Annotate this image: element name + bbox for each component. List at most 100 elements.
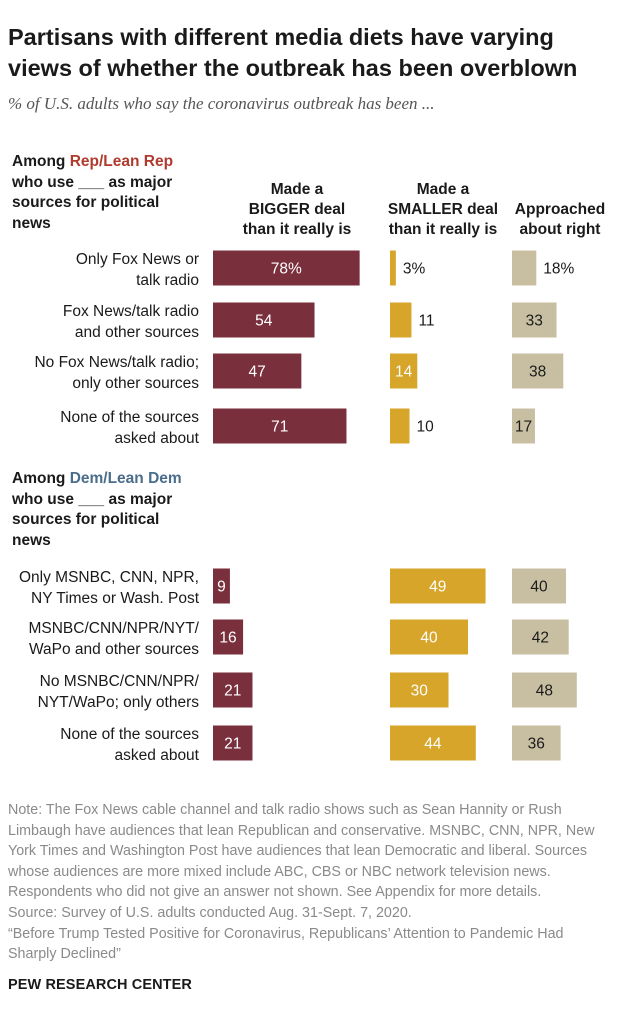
bar-smaller-g0-r3 [390,408,410,444]
row-label-g1-r0-line-2: NY Times or Wash. Post [31,590,200,607]
value-label-bigger-g0-r1: 54 [255,313,273,330]
row-label-g1-r1-line-1: MSNBC/CNN/NPR/NYT/ [28,620,199,637]
bar-right-g1-r0 [512,568,566,604]
bar-right-g0-r1 [512,302,557,338]
dem-heading-line-2: who use ___ as major [12,490,173,508]
row-label-g1-r0-line-1: Only MSNBC, CNN, NPR, [19,569,199,586]
bar-smaller-g1-r1 [390,619,468,655]
row-label-g0-r2-line-1: No Fox News/talk radio; [34,354,199,371]
rep-group-heading: Among Rep/Lean Rep who use ___ as major … [12,152,212,234]
bar-bigger-g1-r2 [213,672,253,708]
column-header-bigger-line-3: than it really is [242,221,352,238]
column-header-smaller-line-3: than it really is [388,221,498,238]
rep-heading-line-3: sources for political [12,194,160,211]
chart-title: Partisans with different media diets hav… [8,22,632,84]
notes: Note: The Fox News cable channel and tal… [8,800,632,965]
value-label-right-g1-r2: 48 [536,683,553,700]
report-title-line-1: “Before Trump Tested Positive for Corona… [8,925,564,942]
bar-bigger-g1-r1 [213,619,244,655]
bar-smaller-g1-r3 [390,725,476,761]
bar-bigger-g0-r3 [213,408,347,444]
value-label-bigger-g1-r0: 9 [217,579,226,596]
value-label-right-g0-r2: 38 [529,364,546,381]
value-label-right-g1-r3: 36 [528,736,545,753]
column-header-bigger-line-2: BIGGER deal [248,201,346,218]
dem-heading-line-4: news [12,531,51,549]
bar-right-g0-r3 [512,408,535,444]
value-label-smaller-g1-r0: 49 [429,579,446,596]
note-line-5: Respondents who did not give an answer n… [8,884,542,901]
value-label-smaller-g0-r1: 11 [418,313,434,330]
row-label-g0-r1-line-1: Fox News/talk radio [63,303,199,320]
value-label-bigger-g1-r3: 21 [224,736,241,753]
report-title-line-2: Sharply Declined” [8,946,121,963]
row-label-g0-r3-line-1: None of the sources [60,409,199,426]
source-line: Source: Survey of U.S. adults conducted … [8,904,412,921]
row-label-g0-r0-line-2: talk radio [136,272,199,289]
chart-title-line-1: Partisans with different media diets hav… [8,24,554,50]
row-label-g1-r2-line-1: No MSNBC/CNN/NPR/ [40,673,200,690]
bar-right-g0-r2 [512,353,564,389]
column-header-smaller: Made a SMALLER deal than it really is [358,180,528,240]
row-label-g1-r2-line-2: NYT/WaPo; only others [38,694,200,711]
bar-right-g0-r0 [512,250,537,286]
rep-heading-line-4: news [12,214,51,232]
row-label-g1-r3-line-1: None of the sources [60,726,199,743]
value-label-bigger-g1-r2: 21 [224,683,241,700]
dem-party-label: Dem/Lean Dem [69,470,182,487]
value-label-smaller-g1-r1: 40 [420,630,438,647]
value-label-smaller-g1-r2: 30 [411,683,429,700]
rep-party-label: Rep/Lean Rep [69,153,174,170]
column-header-bigger-line-1: Made a [270,181,324,198]
note-line-2: Limbaugh have audiences that lean Republ… [8,822,595,839]
bar-right-g1-r3 [512,725,561,761]
note-line-3: York Times and Washington Post have audi… [8,843,588,860]
row-label-g0-r0-line-1: Only Fox News or [76,251,199,268]
dem-heading-line-3: sources for political [12,511,160,528]
value-label-bigger-g1-r1: 16 [219,630,236,647]
value-label-bigger-g0-r3: 71 [271,419,288,436]
bar-bigger-g0-r0 [213,250,360,286]
row-label-g0-r2-line-2: only other sources [72,375,199,392]
bar-right-g1-r2 [512,672,577,708]
row-label-g0-r1-line-2: and other sources [75,324,199,341]
note-line-4: whose audiences are more mixed include A… [8,863,551,880]
chart-svg: Only Fox News or talk radio 78% 3% 18% Fox Ne… [19,250,577,764]
row-label-g1-r1-line-2: WaPo and other sources [29,641,199,658]
dem-group-heading: Among Dem/Lean Dem who use ___ as major … [12,469,212,551]
value-label-right-g1-r0: 40 [530,579,548,596]
value-label-smaller-g1-r3: 44 [424,736,442,753]
value-label-smaller-g0-r2: 14 [395,364,413,381]
bar-smaller-g1-r0 [390,568,486,604]
column-header-right: Approached about right [490,200,630,240]
value-label-right-g0-r1: 33 [526,313,543,330]
value-label-smaller-g0-r3: 10 [417,419,435,436]
value-label-smaller-g0-r0: 3% [403,261,426,278]
pew-logo-text: PEW RESEARCH CENTER [8,977,192,993]
column-header-bigger: Made a BIGGER deal than it really is [212,180,382,240]
column-header-smaller-line-2: SMALLER deal [387,201,499,218]
chart-title-line-2: views of whether the outbreak has been o… [8,55,578,81]
dem-among: Among [12,470,70,487]
bar-bigger-g0-r1 [213,302,315,338]
row-label-g1-r3-line-2: asked about [115,747,200,764]
column-header-right-line-1: Approached [514,201,606,218]
column-header-smaller-line-1: Made a [416,181,470,198]
value-label-bigger-g0-r0: 78% [271,261,302,278]
rep-among: Among [12,153,70,170]
bar-smaller-g0-r0 [390,250,396,286]
bar-smaller-g0-r2 [390,353,418,389]
value-label-right-g0-r0: 18% [543,261,574,278]
column-header-right-line-2: about right [519,221,601,238]
note-line-1: Note: The Fox News cable channel and tal… [8,802,562,818]
bar-smaller-g0-r1 [390,302,412,338]
value-label-bigger-g0-r2: 47 [249,364,266,381]
chart-subtitle: % of U.S. adults who say the coronavirus… [8,94,435,113]
bar-smaller-g1-r2 [390,672,449,708]
bar-bigger-g0-r2 [213,353,302,389]
bar-bigger-g1-r3 [213,725,253,761]
value-label-right-g1-r1: 42 [532,630,549,647]
value-label-right-g0-r3: 17 [515,419,532,436]
bar-right-g1-r1 [512,619,569,655]
bar-bigger-g1-r0 [213,568,230,604]
